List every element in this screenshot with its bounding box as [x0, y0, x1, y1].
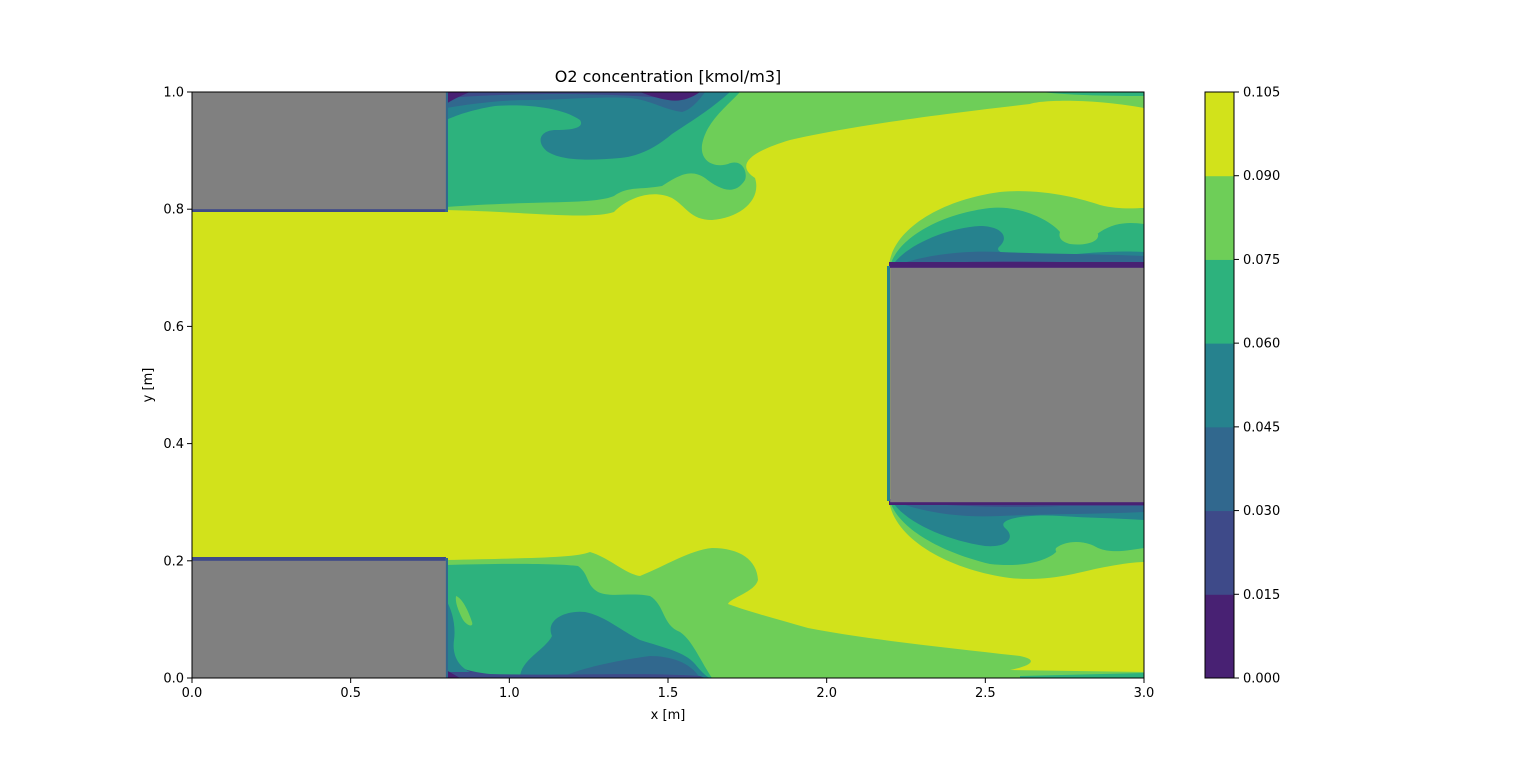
x-axis: 0.0 0.5 1.0 1.5 2.0 2.5 3.0: [182, 678, 1155, 701]
y-axis-label: y [m]: [141, 368, 156, 403]
colorbar-segment: [1205, 510, 1234, 595]
y-axis: 0.0 0.2 0.4 0.6 0.8 1.0: [163, 86, 192, 687]
contour-band-015-lower-wake: [446, 662, 705, 678]
colorbar-segment: [1205, 259, 1234, 344]
y-tick-label: 1.0: [163, 86, 184, 101]
x-tick-label: 2.0: [816, 686, 837, 701]
x-tick-label: 0.5: [340, 686, 361, 701]
colorbar-tick-label: 0.030: [1243, 504, 1280, 519]
colorbar-tick-label: 0.105: [1243, 86, 1280, 101]
boundary-layer-lower-obstacle: [192, 557, 446, 562]
boundary-layer-upper-obstacle-face: [445, 92, 448, 212]
y-tick-label: 0.6: [163, 320, 184, 335]
colorbar: 0.000 0.015 0.030 0.045 0.060 0.075 0.090 0.105: [1204, 86, 1280, 687]
colorbar-tick-label: 0.045: [1243, 420, 1280, 435]
colorbar-tick-label: 0.060: [1243, 337, 1280, 352]
obstacle-1: [192, 560, 446, 678]
colorbar-segment: [1205, 92, 1234, 177]
x-axis-label: x [m]: [651, 708, 686, 723]
colorbar-tick-label: 0.075: [1243, 253, 1280, 268]
contour-band-030-lower-wake: [560, 656, 700, 678]
colorbar-tick-label: 0.090: [1243, 169, 1280, 184]
contour-band-060-lower-right-edge: [1020, 673, 1144, 678]
contour-band-045-lower-left-edge: [446, 600, 470, 672]
x-tick-label: 1.0: [499, 686, 520, 701]
contour-field: [192, 92, 1144, 678]
y-tick-label: 0.2: [163, 554, 184, 569]
boundary-layer-right-obstacle-face: [887, 266, 890, 501]
x-tick-label: 3.0: [1134, 686, 1155, 701]
contour-band-000-lower-corner: [446, 670, 460, 678]
contour-band-075-right-upper-eddy: [1059, 227, 1099, 245]
colorbar-segment: [1205, 594, 1234, 679]
obstacle-0: [192, 92, 446, 210]
colorbar-frame: [1204, 91, 1235, 679]
colorbar-segment: [1205, 175, 1234, 260]
colorbar-segment: [1205, 343, 1234, 428]
contour-band-030-upper-wake: [446, 92, 705, 112]
x-tick-label: 1.5: [658, 686, 679, 701]
colorbar-segment: [1205, 426, 1234, 512]
contour-band-075-lower-streak: [455, 596, 473, 626]
contour-band-060-upper-right-edge: [1040, 92, 1144, 96]
boundary-layer-right-obstacle-top: [889, 262, 1144, 268]
obstacle-2: [890, 267, 1144, 503]
boundary-layer-lower-obstacle-face: [445, 558, 448, 678]
contour-band-015-upper-wake: [446, 92, 700, 99]
colorbar-tick-label: 0.000: [1243, 672, 1280, 687]
contour-band-045-upper-wake: [446, 92, 730, 160]
colorbar-tick-label: 0.015: [1243, 588, 1280, 603]
x-tick-label: 2.5: [975, 686, 996, 701]
contour-band-000-upper-top: [640, 92, 700, 101]
contour-band-075-right-lower-eddy: [1055, 542, 1097, 559]
obstacles: [192, 92, 1144, 678]
boundary-layer-upper-obstacle: [192, 207, 446, 212]
y-tick-label: 0.4: [163, 437, 184, 452]
contour-band-000-upper-corner: [446, 92, 470, 104]
x-tick-label: 0.0: [182, 686, 203, 701]
chart-title: O2 concentration [kmol/m3]: [555, 67, 781, 86]
y-tick-label: 0.8: [163, 203, 184, 218]
y-tick-label: 0.0: [163, 672, 184, 687]
